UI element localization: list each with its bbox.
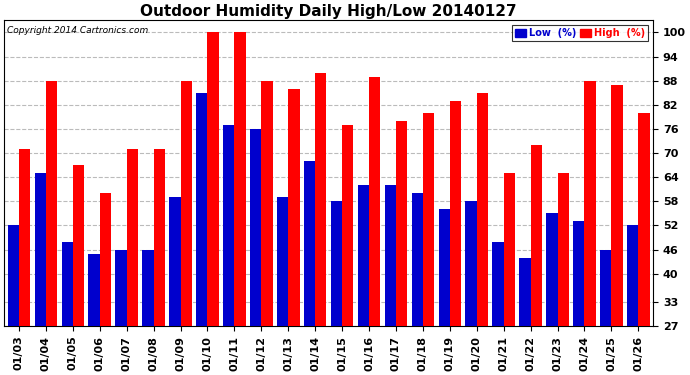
Bar — [369, 76, 380, 326]
Bar — [34, 173, 46, 326]
Bar — [423, 113, 434, 326]
Bar — [223, 125, 235, 326]
Bar — [277, 197, 288, 326]
Bar — [262, 81, 273, 326]
Bar — [235, 32, 246, 326]
Bar — [357, 185, 369, 326]
Bar — [477, 93, 488, 326]
Bar — [88, 254, 100, 326]
Bar — [520, 258, 531, 326]
Legend: Low  (%), High  (%): Low (%), High (%) — [512, 25, 648, 41]
Bar — [73, 165, 84, 326]
Bar — [304, 161, 315, 326]
Bar — [208, 32, 219, 326]
Bar — [600, 250, 611, 326]
Bar — [100, 193, 111, 326]
Bar — [127, 149, 138, 326]
Bar — [46, 81, 57, 326]
Bar — [611, 85, 622, 326]
Bar — [8, 225, 19, 326]
Title: Outdoor Humidity Daily High/Low 20140127: Outdoor Humidity Daily High/Low 20140127 — [140, 4, 517, 19]
Bar — [531, 145, 542, 326]
Bar — [115, 250, 127, 326]
Bar — [439, 209, 450, 326]
Bar — [466, 201, 477, 326]
Bar — [411, 193, 423, 326]
Bar — [558, 173, 569, 326]
Bar — [493, 242, 504, 326]
Bar — [546, 213, 558, 326]
Bar — [19, 149, 30, 326]
Bar — [181, 81, 192, 326]
Bar — [250, 129, 262, 326]
Bar — [288, 89, 299, 326]
Bar — [573, 221, 584, 326]
Bar — [331, 201, 342, 326]
Bar — [315, 73, 326, 326]
Bar — [627, 225, 638, 326]
Bar — [396, 121, 407, 326]
Bar — [638, 113, 649, 326]
Bar — [142, 250, 154, 326]
Bar — [504, 173, 515, 326]
Bar — [61, 242, 73, 326]
Text: Copyright 2014 Cartronics.com: Copyright 2014 Cartronics.com — [8, 27, 148, 36]
Bar — [584, 81, 595, 326]
Bar — [342, 125, 353, 326]
Bar — [450, 101, 461, 326]
Bar — [196, 93, 208, 326]
Bar — [169, 197, 181, 326]
Bar — [154, 149, 165, 326]
Bar — [384, 185, 396, 326]
